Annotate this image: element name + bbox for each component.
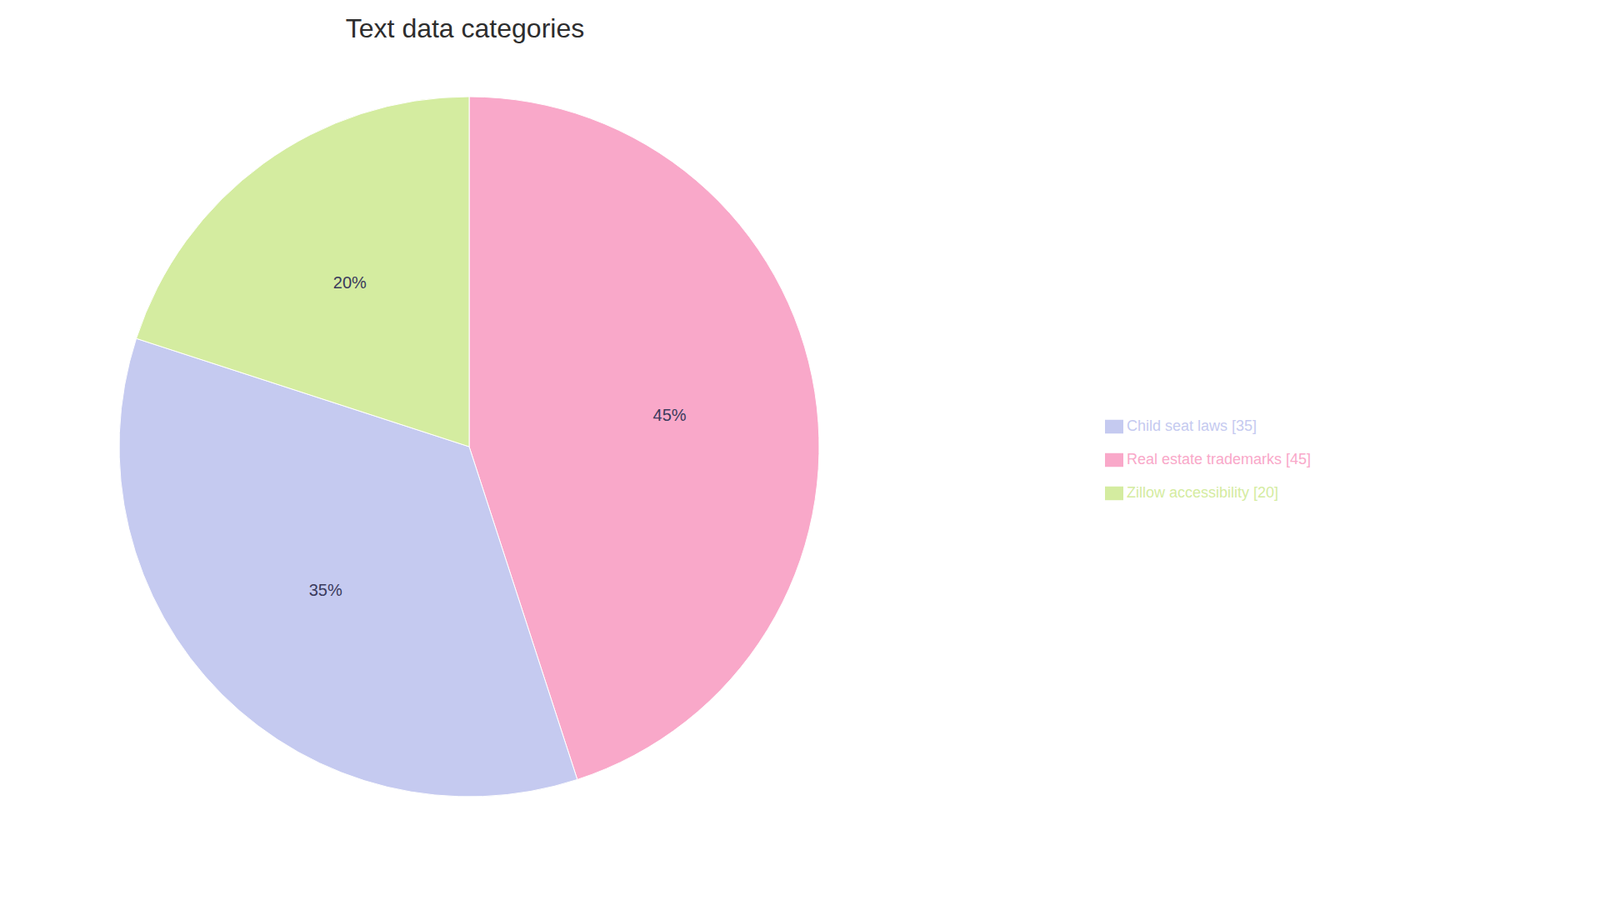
- svg-text:35%: 35%: [309, 580, 343, 600]
- html-text:Text data categories: Text data categories: [345, 13, 585, 44]
- html-text:Zillow accessibility [20]: Zillow accessibility [20]: [1126, 484, 1279, 501]
- svg-text:20%: 20%: [333, 273, 367, 292]
- html-text:Real estate trademarks [45]: Real estate trademarks [45]: [1126, 450, 1311, 468]
- svg-text:45%: 45%: [653, 405, 687, 425]
- html-text:Child seat laws [35]: Child seat laws [35]: [1126, 417, 1257, 435]
